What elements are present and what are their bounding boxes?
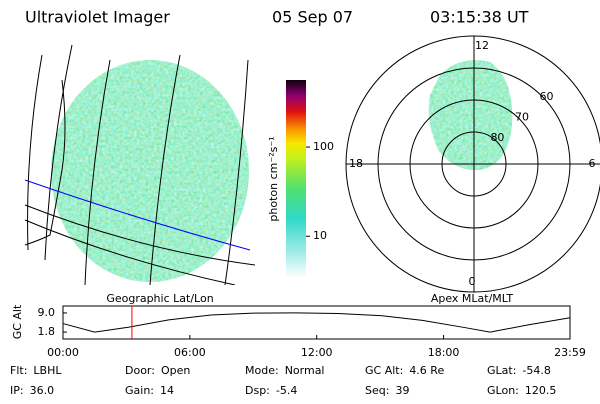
altitude-line — [62, 312, 571, 333]
x-tick-label: 23:59 — [554, 346, 586, 359]
field-value: Normal — [285, 364, 325, 377]
colorbar-label: photon cm⁻²s⁻¹ — [267, 136, 280, 221]
y-tick-label: 1.8 — [38, 325, 56, 338]
left-caption: Geographic Lat/Lon — [106, 292, 213, 305]
lat-label: 60 — [539, 90, 553, 103]
field-label: GLat: — [487, 364, 516, 377]
right-caption: Apex MLat/MLT — [431, 292, 514, 305]
field-label: Gain: — [125, 384, 154, 397]
time: 03:15:38 UT — [430, 8, 529, 27]
field-value: 39 — [395, 384, 409, 397]
right-image — [428, 60, 513, 171]
geo-grid — [24, 44, 256, 285]
lat-circle — [441, 131, 507, 197]
field-value: LBHL — [33, 364, 62, 377]
field-label: Seq: — [365, 384, 389, 397]
lat-circle — [377, 67, 571, 261]
x-tick-label: 12:00 — [301, 346, 333, 359]
x-tick-label: 06:00 — [174, 346, 206, 359]
field-value: Open — [161, 364, 190, 377]
mlt-label: 0 — [469, 275, 476, 288]
polar-frame — [345, 35, 600, 293]
lat-circle — [409, 99, 539, 229]
field-label: GLon: — [487, 384, 519, 397]
field-label: Door: — [125, 364, 155, 377]
x-tick-label: 00:00 — [47, 346, 79, 359]
field-value: -5.4 — [276, 384, 297, 397]
field-label: Mode: — [245, 364, 279, 377]
field-value: 120.5 — [525, 384, 557, 397]
field-label: Flt: — [10, 364, 27, 377]
lat-label: 70 — [515, 110, 529, 123]
colorbar — [286, 80, 306, 278]
field-value: 36.0 — [30, 384, 55, 397]
field-label: Dsp: — [245, 384, 270, 397]
date: 05 Sep 07 — [272, 8, 353, 27]
title: Ultraviolet Imager — [25, 8, 170, 27]
lat-label: 80 — [490, 131, 504, 144]
colorbar-tick-label: 10 — [313, 229, 327, 242]
x-tick-label: 18:00 — [428, 346, 460, 359]
field-label: IP: — [10, 384, 24, 397]
field-value: 14 — [160, 384, 174, 397]
colorbar-tick-label: 100 — [313, 140, 334, 153]
mlt-label: 12 — [475, 39, 489, 52]
orbit-ylabel: GC Alt — [11, 304, 24, 339]
field-value: -54.8 — [522, 364, 550, 377]
y-tick-label: 9.0 — [38, 306, 56, 319]
mlt-label: 18 — [349, 157, 363, 170]
mlt-label: 6 — [589, 157, 596, 170]
field-value: 4.6 Re — [409, 364, 444, 377]
field-label: GC Alt: — [365, 364, 403, 377]
